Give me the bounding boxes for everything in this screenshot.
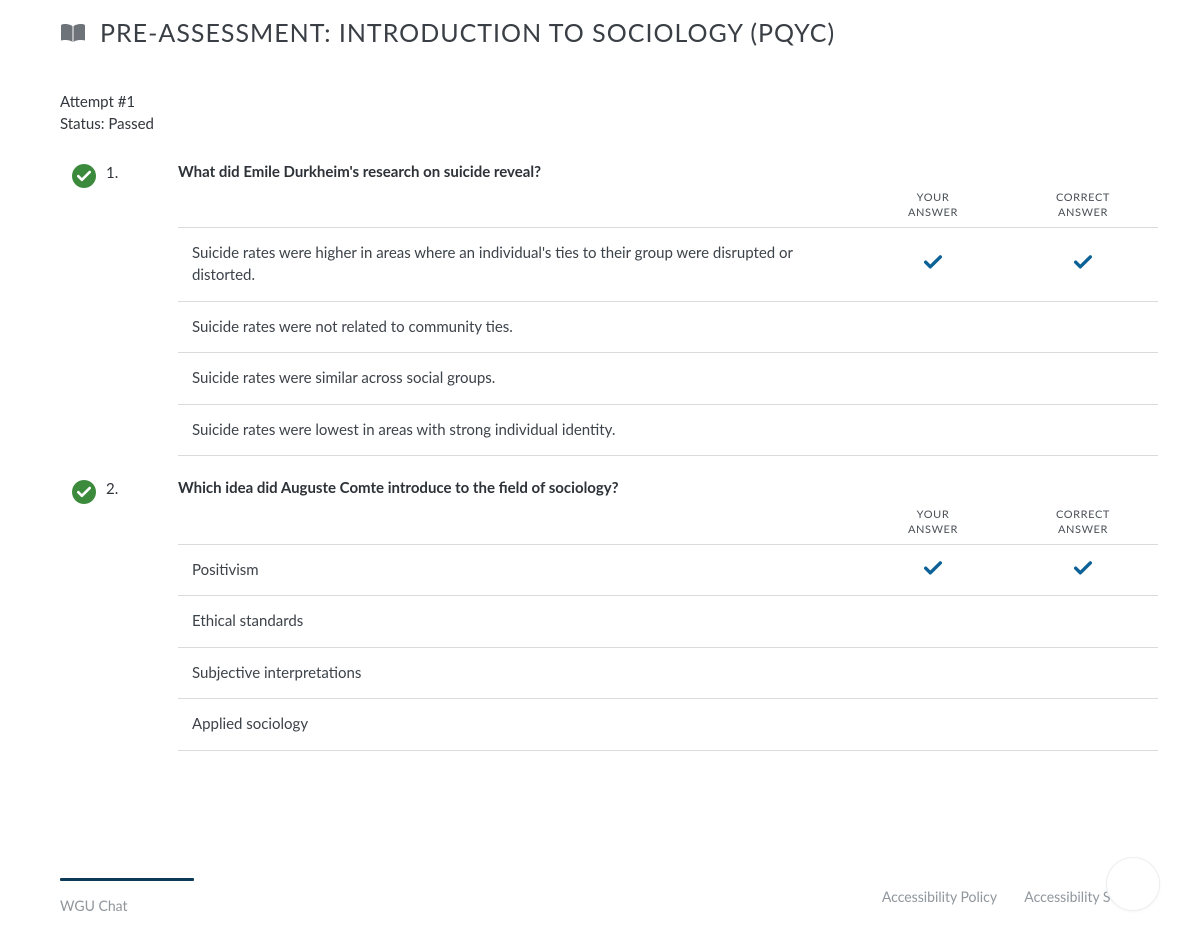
check-icon (1074, 255, 1092, 273)
your-answer-mark (858, 647, 1008, 699)
correct-answer-mark (1008, 647, 1158, 699)
question-prompt: What did Emile Durkheim's research on su… (178, 162, 1158, 184)
attempt-label: Attempt #1 (60, 92, 1158, 114)
answer-option-row: Positivism (178, 544, 1158, 596)
question-prompt: Which idea did Auguste Comte introduce t… (178, 478, 1158, 500)
correct-badge-icon (72, 480, 96, 504)
question-body: What did Emile Durkheim's research on su… (178, 162, 1158, 457)
question-block: 1. What did Emile Durkheim's research on … (60, 162, 1158, 457)
answer-option-text: Suicide rates were higher in areas where… (178, 227, 858, 301)
status-label: Status: Passed (60, 114, 1158, 136)
answer-option-text: Ethical standards (178, 596, 858, 648)
chat-link[interactable]: WGU Chat (60, 897, 128, 914)
your-answer-mark (858, 227, 1008, 301)
question-number: 2. (106, 480, 118, 498)
answer-table: YOURANSWERCORRECTANSWER Suicide rates wer… (178, 187, 1158, 456)
answer-option-row: Suicide rates were similar across social… (178, 353, 1158, 405)
question-number: 1. (106, 164, 118, 182)
answer-option-text: Suicide rates were lowest in areas with … (178, 404, 858, 456)
your-answer-header: YOURANSWER (858, 504, 1008, 544)
your-answer-mark (858, 699, 1008, 751)
answer-option-text: Suicide rates were similar across social… (178, 353, 858, 405)
answer-option-row: Suicide rates were not related to commun… (178, 301, 1158, 353)
correct-answer-mark (1008, 353, 1158, 405)
page-header: PRE-ASSESSMENT: INTRODUCTION TO SOCIOLOG… (60, 18, 1158, 48)
question-body: Which idea did Auguste Comte introduce t… (178, 478, 1158, 750)
answer-option-row: Suicide rates were lowest in areas with … (178, 404, 1158, 456)
page-footer: WGU Chat Accessibility Policy Accessibil… (0, 865, 1200, 927)
correct-answer-header: CORRECTANSWER (1008, 187, 1158, 227)
page-title: PRE-ASSESSMENT: INTRODUCTION TO SOCIOLOG… (100, 18, 835, 48)
correct-answer-mark (1008, 699, 1158, 751)
answer-option-row: Ethical standards (178, 596, 1158, 648)
your-answer-mark (858, 596, 1008, 648)
correct-answer-header: CORRECTANSWER (1008, 504, 1158, 544)
book-icon (60, 23, 86, 43)
answer-table: YOURANSWERCORRECTANSWER PositivismEthical… (178, 504, 1158, 751)
chat-tab-underline (60, 878, 194, 881)
question-badge-col: 2. (60, 478, 178, 750)
correct-answer-mark (1008, 227, 1158, 301)
accessibility-policy-link[interactable]: Accessibility Policy (882, 888, 997, 905)
your-answer-mark (858, 301, 1008, 353)
answer-option-text: Applied sociology (178, 699, 858, 751)
attempt-meta: Attempt #1 Status: Passed (60, 92, 1158, 136)
question-badge-col: 1. (60, 162, 178, 457)
your-answer-mark (858, 544, 1008, 596)
correct-answer-mark (1008, 404, 1158, 456)
correct-answer-mark (1008, 301, 1158, 353)
correct-answer-mark (1008, 544, 1158, 596)
check-icon (1074, 561, 1092, 579)
answer-option-row: Applied sociology (178, 699, 1158, 751)
check-icon (924, 255, 942, 273)
answer-option-text: Suicide rates were not related to commun… (178, 301, 858, 353)
your-answer-header: YOURANSWER (858, 187, 1008, 227)
content-cutoff (0, 774, 1200, 865)
answer-option-row: Subjective interpretations (178, 647, 1158, 699)
correct-badge-icon (72, 164, 96, 188)
question-block: 2. Which idea did Auguste Comte introduce… (60, 478, 1158, 750)
your-answer-mark (858, 353, 1008, 405)
correct-answer-mark (1008, 596, 1158, 648)
answer-option-row: Suicide rates were higher in areas where… (178, 227, 1158, 301)
your-answer-mark (858, 404, 1008, 456)
answer-option-text: Subjective interpretations (178, 647, 858, 699)
answer-option-text: Positivism (178, 544, 858, 596)
check-icon (924, 561, 942, 579)
help-fab[interactable] (1106, 857, 1160, 911)
